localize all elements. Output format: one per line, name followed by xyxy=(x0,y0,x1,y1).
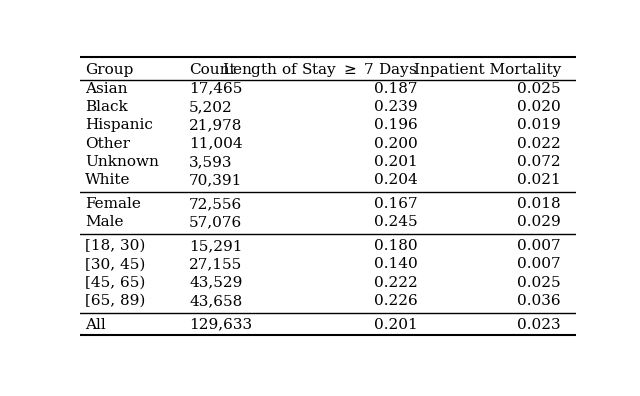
Text: 72,556: 72,556 xyxy=(189,197,243,211)
Text: Length of Stay $\geq$ 7 Days: Length of Stay $\geq$ 7 Days xyxy=(222,61,417,79)
Text: 11,004: 11,004 xyxy=(189,137,243,150)
Text: Black: Black xyxy=(85,100,128,114)
Text: [30, 45): [30, 45) xyxy=(85,257,145,271)
Text: 17,465: 17,465 xyxy=(189,82,243,96)
Text: 0.140: 0.140 xyxy=(374,257,417,271)
Text: Female: Female xyxy=(85,197,141,211)
Text: 0.021: 0.021 xyxy=(517,173,561,187)
Text: Inpatient Mortality: Inpatient Mortality xyxy=(414,63,561,77)
Text: 15,291: 15,291 xyxy=(189,239,243,253)
Text: 0.018: 0.018 xyxy=(518,197,561,211)
Text: Asian: Asian xyxy=(85,82,127,96)
Text: 21,978: 21,978 xyxy=(189,118,243,132)
Text: 70,391: 70,391 xyxy=(189,173,243,187)
Text: 43,658: 43,658 xyxy=(189,294,243,308)
Text: 27,155: 27,155 xyxy=(189,257,243,271)
Text: 129,633: 129,633 xyxy=(189,318,252,332)
Text: 0.025: 0.025 xyxy=(518,82,561,96)
Text: 0.180: 0.180 xyxy=(374,239,417,253)
Text: All: All xyxy=(85,318,106,332)
Text: 57,076: 57,076 xyxy=(189,215,243,229)
Text: Count: Count xyxy=(189,63,236,77)
Text: 0.222: 0.222 xyxy=(374,276,417,289)
Text: 0.201: 0.201 xyxy=(374,155,417,169)
Text: 0.020: 0.020 xyxy=(517,100,561,114)
Text: Other: Other xyxy=(85,137,130,150)
Text: 0.239: 0.239 xyxy=(374,100,417,114)
Text: 0.022: 0.022 xyxy=(517,137,561,150)
Text: [18, 30): [18, 30) xyxy=(85,239,145,253)
Text: 0.204: 0.204 xyxy=(374,173,417,187)
Text: 0.226: 0.226 xyxy=(374,294,417,308)
Text: 0.025: 0.025 xyxy=(518,276,561,289)
Text: 43,529: 43,529 xyxy=(189,276,243,289)
Text: 0.023: 0.023 xyxy=(518,318,561,332)
Text: Hispanic: Hispanic xyxy=(85,118,153,132)
Text: 5,202: 5,202 xyxy=(189,100,233,114)
Text: 0.036: 0.036 xyxy=(518,294,561,308)
Text: 3,593: 3,593 xyxy=(189,155,232,169)
Text: 0.007: 0.007 xyxy=(518,257,561,271)
Text: 0.187: 0.187 xyxy=(374,82,417,96)
Text: Male: Male xyxy=(85,215,124,229)
Text: 0.245: 0.245 xyxy=(374,215,417,229)
Text: 0.007: 0.007 xyxy=(518,239,561,253)
Text: [45, 65): [45, 65) xyxy=(85,276,145,289)
Text: 0.201: 0.201 xyxy=(374,318,417,332)
Text: Unknown: Unknown xyxy=(85,155,159,169)
Text: [65, 89): [65, 89) xyxy=(85,294,145,308)
Text: 0.029: 0.029 xyxy=(517,215,561,229)
Text: 0.196: 0.196 xyxy=(374,118,417,132)
Text: 0.019: 0.019 xyxy=(517,118,561,132)
Text: 0.167: 0.167 xyxy=(374,197,417,211)
Text: White: White xyxy=(85,173,131,187)
Text: Group: Group xyxy=(85,63,133,77)
Text: 0.200: 0.200 xyxy=(374,137,417,150)
Text: 0.072: 0.072 xyxy=(518,155,561,169)
